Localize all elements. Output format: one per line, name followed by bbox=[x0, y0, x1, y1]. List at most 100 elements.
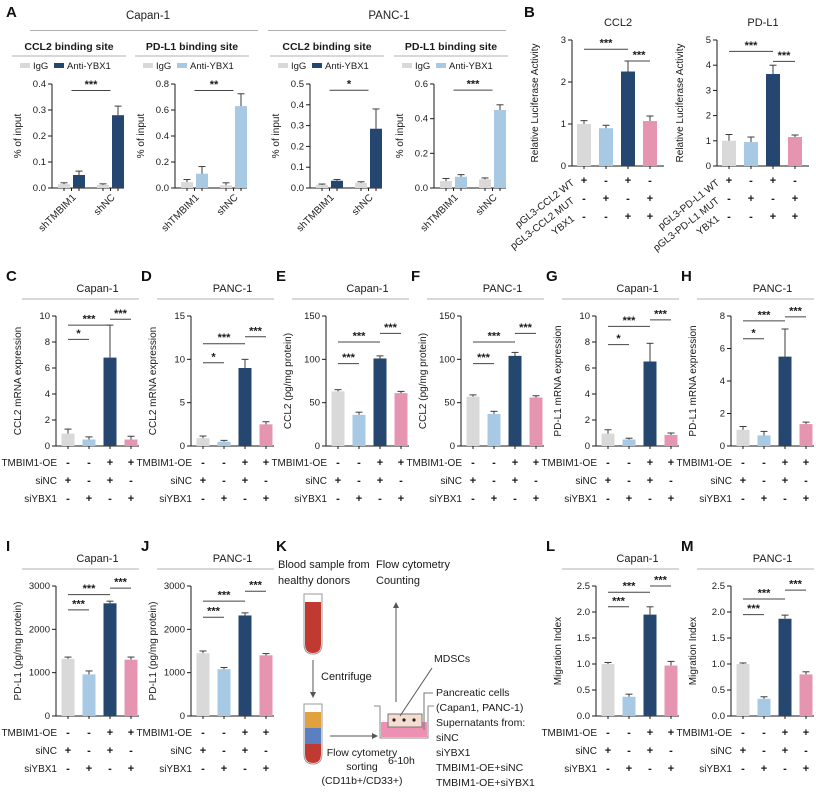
y-tick-label: 3000 bbox=[164, 581, 185, 592]
y-tick-label: 10 bbox=[174, 354, 185, 365]
mdscs-label: MDSCs bbox=[434, 653, 470, 665]
chart-title: PANC-1 bbox=[753, 553, 793, 565]
condition-sign: + bbox=[803, 727, 809, 739]
supernatant-condition-line: siNC bbox=[436, 732, 459, 744]
y-tick-label: 8 bbox=[45, 337, 50, 348]
bar bbox=[196, 653, 210, 716]
y-tick-label: 1.5 bbox=[577, 633, 590, 644]
panel-E: E Capan-1 0 50 100 150 CCL2 (pg/mg protein) **… bbox=[271, 268, 411, 532]
condition-sign: - bbox=[336, 457, 340, 469]
condition-sign: - bbox=[741, 763, 745, 775]
y-tick-label: 6 bbox=[45, 363, 50, 374]
y-axis-title: Migration Index bbox=[688, 617, 699, 685]
y-tick-label: 0 bbox=[450, 441, 455, 452]
significance-label: *** bbox=[83, 583, 97, 595]
y-tick-label: 2 bbox=[585, 415, 590, 426]
significance-label: ** bbox=[210, 79, 219, 91]
y-tick-label: 0.0 bbox=[712, 711, 725, 722]
y-tick-label: 0.6 bbox=[415, 79, 428, 90]
condition-sign: + bbox=[761, 763, 767, 775]
schematic-svg: Blood sample from healthy donors Flow cyto… bbox=[278, 559, 535, 789]
panel-G: G Capan-1 0 2 4 6 8 10 PD-L1 mRNA expression * **… bbox=[541, 268, 681, 532]
y-tick-label: 0.4 bbox=[415, 114, 428, 125]
y-tick-label: 1000 bbox=[29, 668, 50, 679]
bar bbox=[82, 439, 96, 446]
chart-svg-L: Capan-1 0.0 0.5 1.0 1.5 2.0 2.5 Migration Index… bbox=[541, 553, 679, 775]
condition-sign: - bbox=[783, 763, 787, 775]
transwell-icon bbox=[374, 705, 434, 739]
panel-letter-J: J bbox=[141, 538, 150, 555]
bar bbox=[220, 185, 232, 188]
y-tick-label: 0.0 bbox=[33, 183, 46, 194]
binding-site-subtitle: CCL2 binding site bbox=[24, 41, 113, 53]
condition-sign: - bbox=[222, 457, 226, 469]
y-tick-label: 0 bbox=[706, 161, 711, 172]
condition-sign: + bbox=[626, 763, 632, 775]
y-tick-label: 0 bbox=[585, 441, 590, 452]
panel-letter-I: I bbox=[6, 538, 11, 555]
condition-sign: - bbox=[749, 211, 753, 223]
chart-svg-M: PANC-1 0.0 0.5 1.0 1.5 2.0 2.5 Migration Index *… bbox=[676, 553, 814, 775]
condition-sign: - bbox=[492, 475, 496, 487]
y-tick-label: 0.0 bbox=[577, 711, 590, 722]
y-axis-title: CCL2 (pg/mg protein) bbox=[418, 333, 429, 429]
bar bbox=[259, 655, 273, 716]
condition-sign: - bbox=[264, 475, 268, 487]
condition-sign: - bbox=[222, 727, 226, 739]
significance-label: * bbox=[76, 328, 81, 340]
chart-ccl2-mrna-panc1: PANC-1 0 5 10 15 CCL2 mRNA expression * *** *** T… bbox=[136, 280, 278, 512]
centrifuge-label: Centrifuge bbox=[321, 671, 372, 683]
condition-sign: - bbox=[771, 193, 775, 205]
y-tick-label: 0.2 bbox=[415, 148, 428, 159]
y-axis-title: Relative Luciferase Activity bbox=[530, 44, 541, 163]
chart-svg-B2: PD-L1 0 1 2 3 4 5 Relative Luciferase Activity *… bbox=[652, 17, 809, 254]
condition-row-label: TMBIM1-OE bbox=[1, 728, 57, 739]
condition-sign: - bbox=[793, 175, 797, 187]
binding-site-subtitle: PD-L1 binding site bbox=[146, 41, 238, 53]
panel-C: C Capan-1 0 2 4 6 8 10 CCL2 mRNA expression * ***… bbox=[1, 268, 141, 532]
y-tick-label: 0.6 bbox=[156, 105, 169, 116]
significance-label: *** bbox=[758, 588, 772, 600]
legend-label: Anti-YBX1 bbox=[190, 61, 234, 72]
condition-sign: + bbox=[377, 475, 383, 487]
condition-sign: - bbox=[648, 175, 652, 187]
y-tick-label: 0 bbox=[180, 711, 185, 722]
condition-row-label: siNC bbox=[35, 476, 57, 487]
sorting-label: Flow cytometry bbox=[327, 747, 398, 759]
y-tick-label: 4 bbox=[585, 389, 590, 400]
panel-letter-M: M bbox=[681, 538, 694, 555]
x-tick-label: shNC bbox=[92, 192, 117, 217]
condition-sign: + bbox=[581, 175, 587, 187]
condition-sign: - bbox=[606, 763, 610, 775]
y-tick-label: 150 bbox=[304, 311, 320, 322]
y-tick-label: 0.1 bbox=[33, 157, 46, 168]
condition-sign: + bbox=[792, 211, 798, 223]
condition-sign: + bbox=[242, 727, 248, 739]
supernatant-condition-line: Pancreatic cells bbox=[436, 687, 510, 699]
incubation-time-label: 6-10h bbox=[388, 755, 415, 767]
condition-sign: - bbox=[604, 211, 608, 223]
bar bbox=[331, 391, 345, 446]
significance-label: *** bbox=[633, 50, 647, 62]
condition-sign: - bbox=[749, 175, 753, 187]
significance-label: *** bbox=[249, 580, 263, 592]
y-tick-label: 2.0 bbox=[712, 607, 725, 618]
bar bbox=[112, 115, 124, 188]
panel-L: L Capan-1 0.0 0.5 1.0 1.5 2.0 2.5 Migration Ind… bbox=[541, 538, 681, 802]
condition-sign: + bbox=[128, 493, 134, 505]
condition-row-label: TMBIM1-OE bbox=[676, 728, 732, 739]
chart-svg-I: Capan-1 0 1000 2000 3000 PD-L1 (pg/mg protein… bbox=[1, 553, 139, 775]
bar bbox=[370, 128, 382, 188]
condition-sign: + bbox=[470, 475, 476, 487]
mdsc-cell-dot bbox=[412, 718, 416, 722]
panel-letter-C: C bbox=[6, 268, 17, 285]
condition-sign: - bbox=[648, 493, 652, 505]
condition-sign: - bbox=[201, 457, 205, 469]
significance-label: *** bbox=[745, 40, 759, 52]
condition-sign: + bbox=[647, 745, 653, 757]
cell-line-title-panc1: PANC-1 bbox=[368, 10, 410, 22]
condition-row-label: siYBX1 bbox=[699, 494, 732, 505]
sorting-label: sorting bbox=[346, 761, 378, 773]
condition-sign: - bbox=[606, 457, 610, 469]
